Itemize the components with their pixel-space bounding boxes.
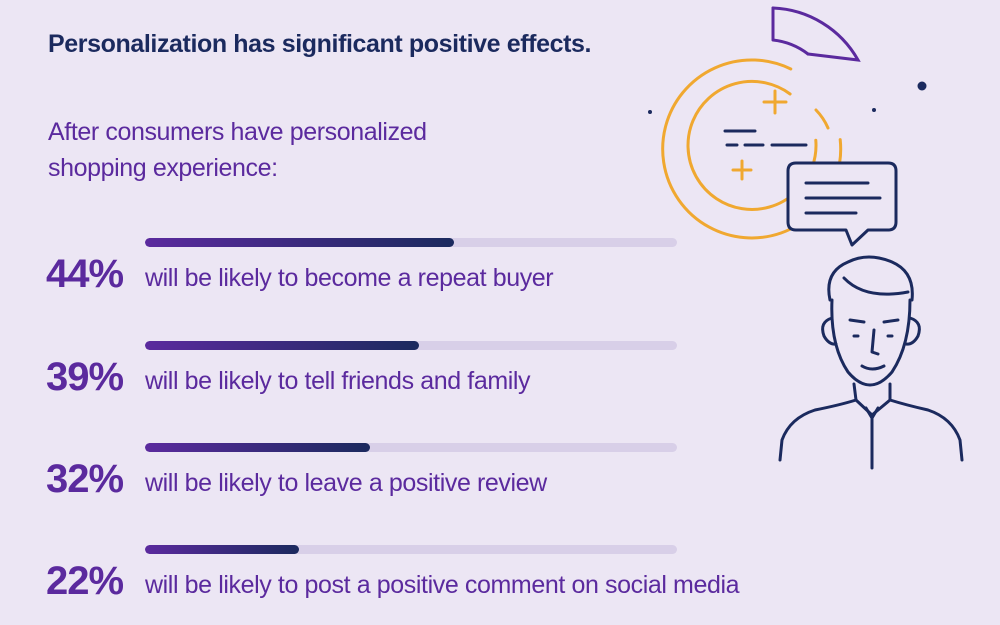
illustration	[648, 6, 964, 470]
dot-icon	[648, 110, 652, 114]
page-subtitle: After consumers have personalized shoppi…	[48, 118, 427, 182]
dot-icon	[917, 81, 927, 91]
plus-icon	[731, 89, 788, 181]
minus-icon	[723, 129, 808, 147]
bar-row: 39% will be likely to tell friends and fa…	[0, 341, 760, 421]
bar	[145, 545, 300, 554]
person-icon	[778, 255, 964, 470]
bar-row: 22% will be likely to post a positive com…	[0, 545, 760, 625]
value-label: 44%	[46, 252, 124, 296]
category-label: will be likely to become a repeat buyer	[145, 264, 554, 292]
bar-row: 32% will be likely to leave a positive re…	[0, 443, 760, 523]
bar	[145, 238, 454, 247]
category-label: will be likely to post a positive commen…	[145, 571, 740, 599]
dot-icon	[872, 108, 876, 112]
bar	[145, 341, 419, 350]
category-label: will be likely to leave a positive revie…	[145, 469, 547, 497]
value-label: 39%	[46, 355, 124, 399]
page-title: Personalization has significant positive…	[48, 30, 592, 58]
bar	[145, 443, 370, 452]
bar-track	[145, 443, 677, 452]
value-label: 32%	[46, 457, 124, 501]
bar-row: 44% will be likely to become a repeat buy…	[0, 238, 760, 318]
bar-track	[145, 545, 677, 554]
bar-track	[145, 341, 677, 350]
value-label: 22%	[46, 559, 124, 603]
category-label: will be likely to tell friends and famil…	[145, 367, 531, 395]
bar-track	[145, 238, 677, 247]
speech-bubble-icon	[786, 161, 898, 247]
